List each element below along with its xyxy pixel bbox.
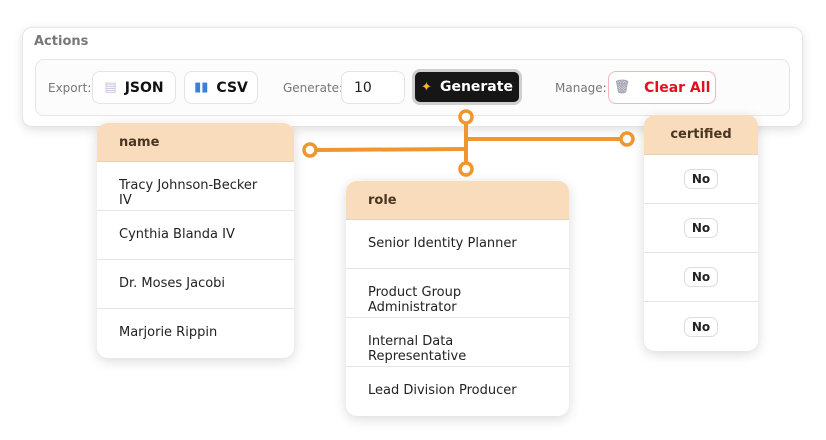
panel-title: Actions bbox=[34, 34, 89, 49]
table-row[interactable]: Tracy Johnson-Becker IV bbox=[97, 162, 294, 211]
table-row[interactable]: Marjorie Rippin bbox=[119, 325, 218, 340]
role-table: role Senior Identity Planner Product Gro… bbox=[346, 181, 569, 416]
generate-label-text: Generate bbox=[439, 79, 513, 95]
export-json-button[interactable]: ▤ JSON bbox=[92, 71, 176, 104]
table-row[interactable]: No bbox=[644, 155, 758, 204]
certified-header[interactable]: certified bbox=[644, 115, 758, 155]
manage-label: Manage: bbox=[555, 81, 607, 95]
connector-handle bbox=[619, 131, 635, 147]
actions-panel: Actions Export: ▤ JSON ▮▮ CSV Generate: … bbox=[22, 27, 803, 127]
csv-label: CSV bbox=[216, 79, 248, 96]
table-row[interactable]: Lead Division Producer bbox=[368, 383, 517, 398]
document-icon: ▤ bbox=[104, 80, 117, 95]
connector-name bbox=[315, 147, 467, 152]
table-row[interactable]: No bbox=[644, 204, 758, 253]
trash-icon: 🗑 bbox=[613, 80, 631, 95]
connector-handle bbox=[302, 142, 318, 158]
actions-toolbar: Export: ▤ JSON ▮▮ CSV Generate: 10 ✦ Gen… bbox=[35, 59, 790, 116]
export-csv-button[interactable]: ▮▮ CSV bbox=[184, 71, 258, 104]
name-header[interactable]: name bbox=[97, 123, 294, 162]
table-row[interactable]: No bbox=[644, 253, 758, 302]
role-header[interactable]: role bbox=[346, 181, 569, 220]
connector-handle bbox=[458, 109, 474, 125]
export-label: Export: bbox=[48, 81, 92, 95]
json-label: JSON bbox=[124, 79, 164, 96]
name-table: name Tracy Johnson-Becker IV Cynthia Bla… bbox=[97, 123, 294, 358]
clear-label: Clear All bbox=[644, 79, 711, 96]
clear-all-button[interactable]: 🗑 Clear All bbox=[608, 71, 716, 104]
connector-handle bbox=[458, 161, 474, 177]
generate-button[interactable]: ✦ Generate bbox=[412, 69, 522, 105]
sparkles-icon: ✦ bbox=[421, 79, 432, 95]
generate-label: Generate: bbox=[283, 81, 344, 95]
table-row[interactable]: Internal Data Representative bbox=[346, 318, 569, 367]
certified-badge: No bbox=[683, 169, 719, 189]
table-row[interactable]: Cynthia Blanda IV bbox=[97, 211, 294, 260]
table-row[interactable]: No bbox=[644, 302, 758, 351]
generate-count-input[interactable]: 10 bbox=[341, 71, 405, 104]
certified-badge: No bbox=[683, 316, 719, 337]
table-row[interactable]: Senior Identity Planner bbox=[346, 220, 569, 269]
table-row[interactable]: Product Group Administrator bbox=[346, 269, 569, 318]
bar-chart-icon: ▮▮ bbox=[194, 80, 209, 95]
certified-table: certified No No No No bbox=[644, 115, 758, 351]
certified-badge: No bbox=[683, 267, 719, 287]
table-row[interactable]: Dr. Moses Jacobi bbox=[97, 260, 294, 309]
certified-badge: No bbox=[683, 218, 719, 238]
